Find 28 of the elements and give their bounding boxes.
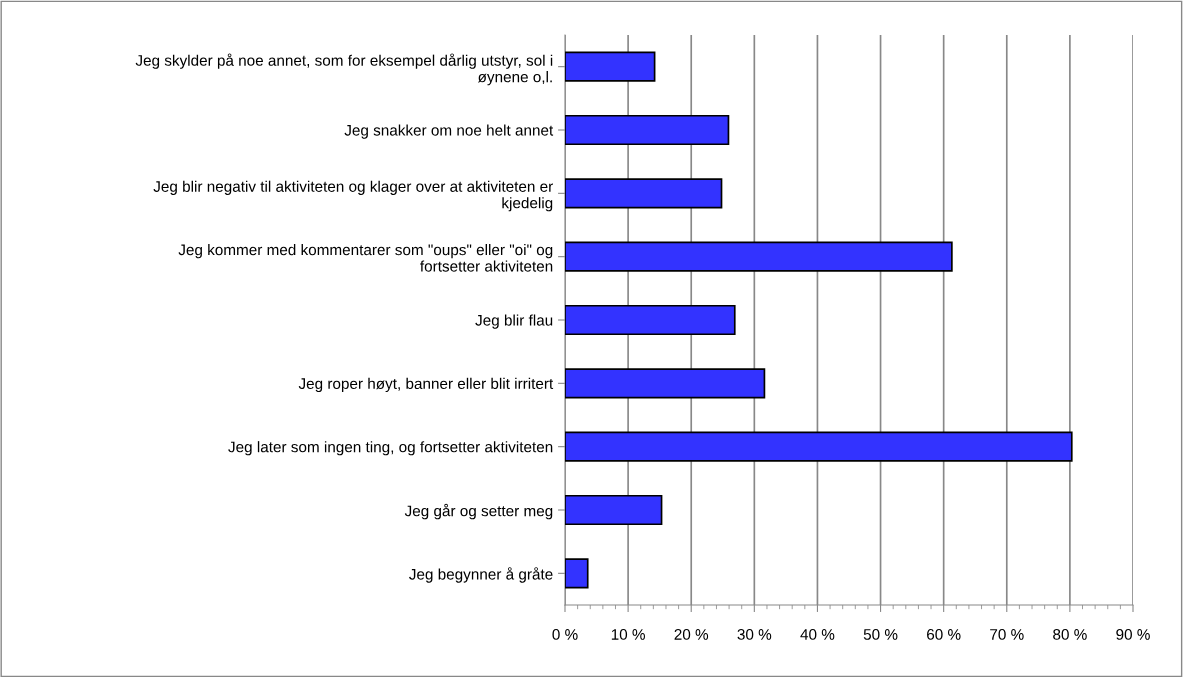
x-tick-label: 60 %	[927, 629, 961, 640]
y-tick-label: Jeg skylder på noe annet, som for eksempel dårlig utstyr, sol i øynene o,l.	[135, 53, 553, 86]
x-tick-label: 40 %	[800, 629, 835, 640]
bar	[565, 558, 589, 589]
bar	[565, 114, 730, 146]
x-tick-label: 80 %	[1053, 629, 1087, 640]
y-tick-label: Jeg later som ingen ting, og fortsetter aktiviteten	[228, 441, 553, 456]
x-tick-label: 10 %	[611, 629, 645, 640]
y-tick-label: Jeg blir flau	[475, 314, 553, 329]
x-tick-label: 20 %	[674, 629, 709, 640]
x-tick-label: 50 %	[863, 629, 898, 640]
bar	[565, 178, 723, 209]
y-tick-label: Jeg begynner å gråte	[409, 567, 553, 583]
bar	[565, 304, 736, 336]
x-tick-label: 90 %	[1116, 629, 1150, 640]
bar	[565, 241, 953, 272]
bar	[565, 431, 1073, 462]
x-tick-label: 30 %	[737, 629, 772, 640]
x-tick-label: 70 %	[990, 629, 1024, 640]
y-tick-label: Jeg roper høyt, banner eller blit irritert	[298, 377, 554, 393]
bar	[565, 368, 766, 399]
bar	[565, 494, 663, 526]
y-tick-label: Jeg snakker om noe helt annet	[344, 124, 554, 139]
y-tick-label: Jeg går og setter meg	[404, 503, 553, 520]
y-tick-label: Jeg kommer med kommentarer som "oups" eller "oi" og fortsetter aktiviteten	[178, 244, 553, 272]
bar	[565, 51, 656, 82]
y-tick-label: Jeg blir negativ til aktiviteten og klager over at aktiviteten er kjedelig	[153, 180, 553, 212]
x-tick-label: 0 %	[552, 629, 578, 640]
